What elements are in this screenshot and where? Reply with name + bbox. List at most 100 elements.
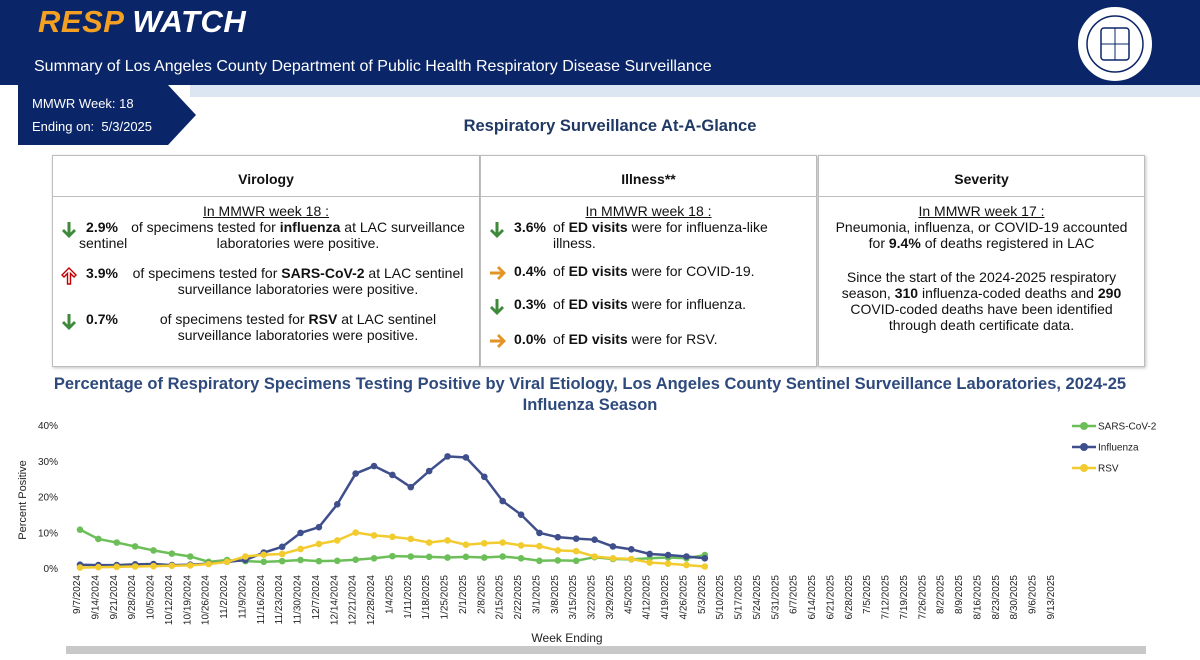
data-point [370, 554, 378, 562]
data-point [517, 542, 525, 549]
data-point [131, 543, 139, 550]
text: of deaths registered in LAC [924, 235, 1095, 251]
data-point [481, 554, 488, 561]
data-point [572, 547, 580, 555]
data-point [95, 563, 102, 571]
text: were for COVID-19. [631, 263, 755, 279]
text: were for influenza-like illness. [553, 219, 768, 251]
chart: 0% 10% 20% 30% 40% 9/7/2024 9/14/2024 9/21/2024… [17, 421, 1157, 645]
severity-card: Severity In MMWR week 17 : Pneumonia, in… [818, 155, 1145, 367]
card-heading: In MMWR week 18 : [202, 203, 330, 219]
data-point [407, 553, 415, 560]
data-point [297, 529, 304, 537]
x-tick-label: 10/26/2024 [201, 575, 212, 625]
week-label: MMWR Week: [32, 96, 116, 111]
item-value: 0.3% [507, 296, 553, 312]
x-tick-label: 4/12/2025 [642, 575, 653, 620]
y-tick-label: 20% [38, 493, 58, 504]
item-value: 3.6% [507, 219, 553, 235]
data-point [76, 526, 84, 533]
x-tick-label: 3/1/2025 [531, 575, 542, 614]
data-point [499, 497, 506, 505]
data-point [628, 546, 635, 553]
data-point [297, 545, 304, 553]
x-tick-label: 1/4/2025 [384, 575, 395, 614]
bold-text: ED visits [568, 263, 628, 279]
glance-title: Respiratory Surveillance At-A-Glance [463, 117, 757, 135]
legend-label: Influenza [1098, 443, 1139, 454]
item-text: of ED visits were for influenza. [553, 296, 808, 312]
data-point [536, 542, 543, 550]
text: at LAC sentinel surveillance laboratorie… [177, 265, 464, 297]
x-tick-label: 6/7/2025 [789, 575, 800, 614]
item-row: 0.4% of ED visits were for COVID-19. [489, 263, 808, 284]
data-point [370, 462, 378, 470]
data-point [462, 553, 470, 561]
card-items: Pneumonia, influenza, or COVID-19 accoun… [819, 219, 1144, 333]
x-tick-label: 9/7/2024 [72, 575, 83, 614]
x-tick-label: 12/7/2024 [311, 575, 322, 620]
item-value: 3.9% [79, 265, 125, 281]
x-tick-label: 7/5/2025 [862, 575, 873, 614]
y-tick-label: 0% [44, 564, 59, 575]
card-items: 3.6% of ED visits were for influenza-like… [481, 219, 816, 352]
data-point [260, 558, 268, 566]
item-text: of ED visits were for COVID-19. [553, 263, 808, 279]
value: 3.9% [86, 265, 118, 281]
card-heading: In MMWR week 17 : [918, 203, 1045, 219]
logo-watch: WATCH [132, 4, 247, 39]
card-heading: In MMWR week 18 : [585, 203, 712, 219]
data-point [333, 500, 341, 508]
item-row: 3.6% of ED visits were for influenza-like… [489, 219, 808, 251]
data-point [499, 553, 506, 560]
x-tick-label: 4/5/2025 [623, 575, 634, 614]
data-point [572, 535, 580, 542]
data-point [554, 547, 562, 554]
bold-text: ED visits [568, 219, 628, 235]
value: 0.3% [514, 296, 546, 312]
data-point [554, 557, 562, 564]
data-point [333, 557, 341, 565]
card-items: 2.9% sentinel of specimens tested for infl… [53, 219, 479, 343]
item-row: 2.9% sentinel of specimens tested for infl… [61, 219, 471, 251]
data-point [462, 454, 470, 461]
y-axis-title: Percent Positive [17, 460, 29, 539]
x-tick-label: 10/12/2024 [164, 575, 175, 625]
data-point [389, 471, 396, 479]
severity-paragraph: Pneumonia, influenza, or COVID-19 accoun… [829, 219, 1134, 251]
header-band [0, 0, 1200, 85]
item-text: of specimens tested for SARS-CoV-2 at LA… [125, 265, 471, 297]
y-tick-label: 40% [38, 421, 58, 432]
text: were for influenza. [631, 296, 747, 312]
bold-text: 9.4% [888, 235, 921, 251]
data-point [517, 511, 525, 518]
bold-text: 310 [894, 285, 919, 301]
bold-text: SARS-CoV-2 [281, 265, 365, 281]
data-point [425, 539, 433, 546]
data-point [554, 533, 562, 541]
text: at LAC surveillance laboratories were po… [216, 219, 465, 251]
data-point [628, 555, 635, 563]
x-tick-label: 10/5/2024 [146, 575, 157, 620]
week-number: 18 [119, 96, 134, 111]
data-point [150, 562, 157, 570]
x-tick-label: 8/9/2025 [954, 575, 965, 614]
header-strip [190, 85, 1200, 97]
data-point [591, 553, 598, 560]
text: were for RSV. [631, 331, 718, 347]
text: of [553, 296, 565, 312]
bold-text: ED visits [568, 296, 628, 312]
data-point [370, 532, 378, 539]
data-point [205, 560, 212, 568]
data-point [462, 541, 470, 548]
illness-card: Illness** In MMWR week 18 : 3.6% of ED vi… [480, 155, 817, 367]
x-tick-label: 5/10/2025 [715, 575, 726, 620]
data-point [278, 550, 286, 558]
data-point [499, 539, 506, 546]
text: of specimens tested for [159, 311, 305, 327]
item-row: 3.9% of specimens tested for SARS-CoV-2 a… [61, 265, 471, 297]
y-tick-label: 10% [38, 528, 58, 539]
data-point [150, 547, 157, 554]
data-point [683, 561, 690, 569]
